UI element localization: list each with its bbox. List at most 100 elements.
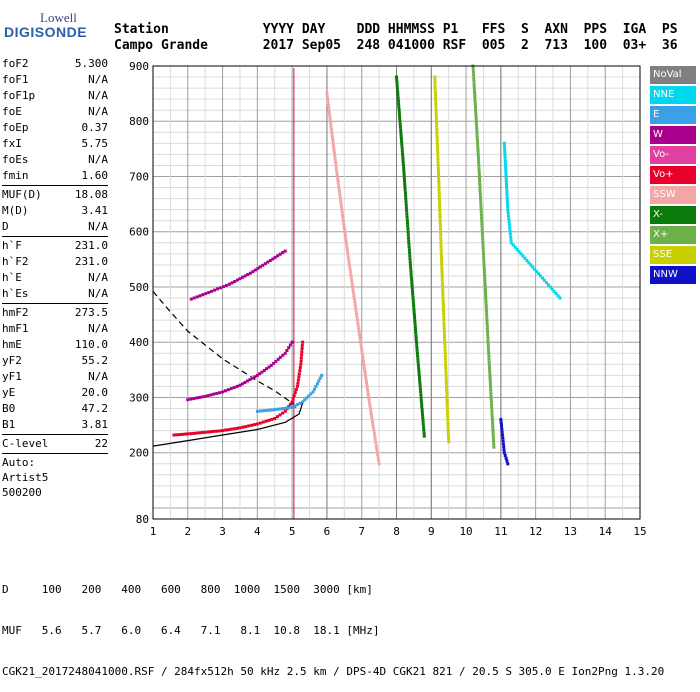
data-point bbox=[325, 95, 329, 99]
param-key: hmE bbox=[2, 338, 22, 351]
muf-row: MUF 5.6 5.7 6.0 6.4 7.1 8.1 10.8 18.1 [M… bbox=[2, 624, 380, 637]
data-point bbox=[410, 281, 414, 285]
param-value: 231.0 bbox=[74, 239, 108, 252]
data-point bbox=[491, 436, 495, 440]
data-point bbox=[421, 413, 425, 417]
data-point bbox=[330, 130, 334, 134]
data-point bbox=[443, 348, 447, 352]
data-point bbox=[437, 170, 440, 173]
data-point bbox=[483, 279, 487, 283]
data-point bbox=[438, 212, 442, 216]
data-point bbox=[414, 328, 417, 332]
data-point bbox=[407, 248, 411, 252]
data-point bbox=[172, 433, 176, 437]
data-point bbox=[490, 403, 493, 407]
data-point bbox=[482, 255, 486, 259]
param-divider bbox=[2, 434, 108, 435]
data-point bbox=[437, 173, 441, 176]
data-point bbox=[258, 372, 262, 376]
param-row: D N/A bbox=[2, 219, 108, 235]
data-point bbox=[313, 387, 316, 391]
data-point bbox=[483, 288, 487, 292]
data-point bbox=[487, 360, 491, 364]
data-point bbox=[436, 167, 440, 170]
param-value: N/A bbox=[88, 105, 108, 118]
data-point bbox=[400, 149, 404, 153]
param-key: B1 bbox=[2, 418, 16, 431]
data-point bbox=[440, 266, 444, 270]
data-point bbox=[503, 150, 507, 154]
data-point bbox=[443, 342, 447, 346]
x-tick-label: 8 bbox=[393, 525, 400, 538]
data-point bbox=[436, 148, 440, 152]
data-point bbox=[372, 429, 376, 433]
data-point bbox=[441, 284, 445, 288]
data-point bbox=[270, 417, 274, 421]
param-value: 5.75 bbox=[81, 137, 109, 150]
data-point bbox=[486, 339, 490, 343]
data-point bbox=[548, 285, 552, 289]
data-point bbox=[278, 252, 282, 256]
data-point bbox=[299, 359, 303, 363]
data-point bbox=[371, 420, 374, 424]
data-point bbox=[550, 287, 554, 291]
data-point bbox=[417, 372, 421, 376]
x-tick-label: 13 bbox=[564, 525, 577, 538]
data-point bbox=[315, 382, 319, 386]
data-point bbox=[404, 203, 408, 207]
param-key: yE bbox=[2, 386, 16, 399]
data-point bbox=[395, 87, 399, 91]
data-point bbox=[480, 225, 484, 229]
data-point bbox=[506, 205, 510, 209]
data-point bbox=[359, 345, 363, 349]
data-point bbox=[485, 318, 489, 322]
legend-item: SSE bbox=[650, 246, 696, 264]
data-point bbox=[483, 276, 487, 280]
data-point bbox=[441, 300, 445, 303]
data-point bbox=[440, 278, 444, 282]
data-point bbox=[477, 171, 481, 174]
data-point bbox=[421, 416, 425, 420]
data-point bbox=[266, 260, 270, 264]
param-value: 47.2 bbox=[81, 402, 109, 415]
param-row: yE 20.0 bbox=[2, 385, 108, 401]
x-tick-label: 14 bbox=[599, 525, 613, 538]
data-point bbox=[230, 281, 234, 285]
data-point bbox=[203, 394, 207, 398]
data-point bbox=[421, 419, 425, 423]
data-point bbox=[402, 170, 406, 173]
legend-item: E bbox=[650, 106, 696, 124]
data-point bbox=[472, 88, 476, 92]
tick-labels: 1 2 3 4 5 6 7 8 9 10 11 12 13 14 158020030040050060070… bbox=[129, 60, 647, 538]
data-point bbox=[484, 297, 488, 301]
data-point bbox=[300, 347, 304, 350]
data-point bbox=[366, 393, 370, 396]
data-point bbox=[511, 243, 515, 247]
data-point bbox=[509, 235, 513, 239]
data-point bbox=[504, 456, 508, 460]
param-row: hmE 110.0 bbox=[2, 337, 108, 353]
data-point bbox=[253, 268, 257, 272]
data-point bbox=[298, 369, 302, 373]
data-point bbox=[396, 93, 400, 97]
data-point bbox=[506, 211, 510, 215]
data-point bbox=[328, 115, 332, 119]
data-point bbox=[437, 188, 441, 191]
data-point bbox=[517, 250, 521, 254]
data-point bbox=[433, 75, 437, 79]
y-tick-label: 700 bbox=[129, 170, 149, 183]
data-point bbox=[224, 428, 227, 432]
data-point bbox=[283, 249, 287, 253]
x-tick-label: 15 bbox=[633, 525, 646, 538]
data-point bbox=[446, 434, 450, 438]
data-point bbox=[293, 404, 297, 408]
data-point bbox=[342, 225, 346, 229]
data-point bbox=[264, 419, 268, 423]
data-point bbox=[443, 333, 446, 337]
data-point bbox=[374, 441, 378, 445]
data-point bbox=[492, 445, 496, 449]
data-point bbox=[479, 210, 483, 214]
data-point bbox=[480, 231, 484, 235]
param-row: foF2 5.300 bbox=[2, 56, 108, 72]
data-point bbox=[238, 277, 242, 281]
